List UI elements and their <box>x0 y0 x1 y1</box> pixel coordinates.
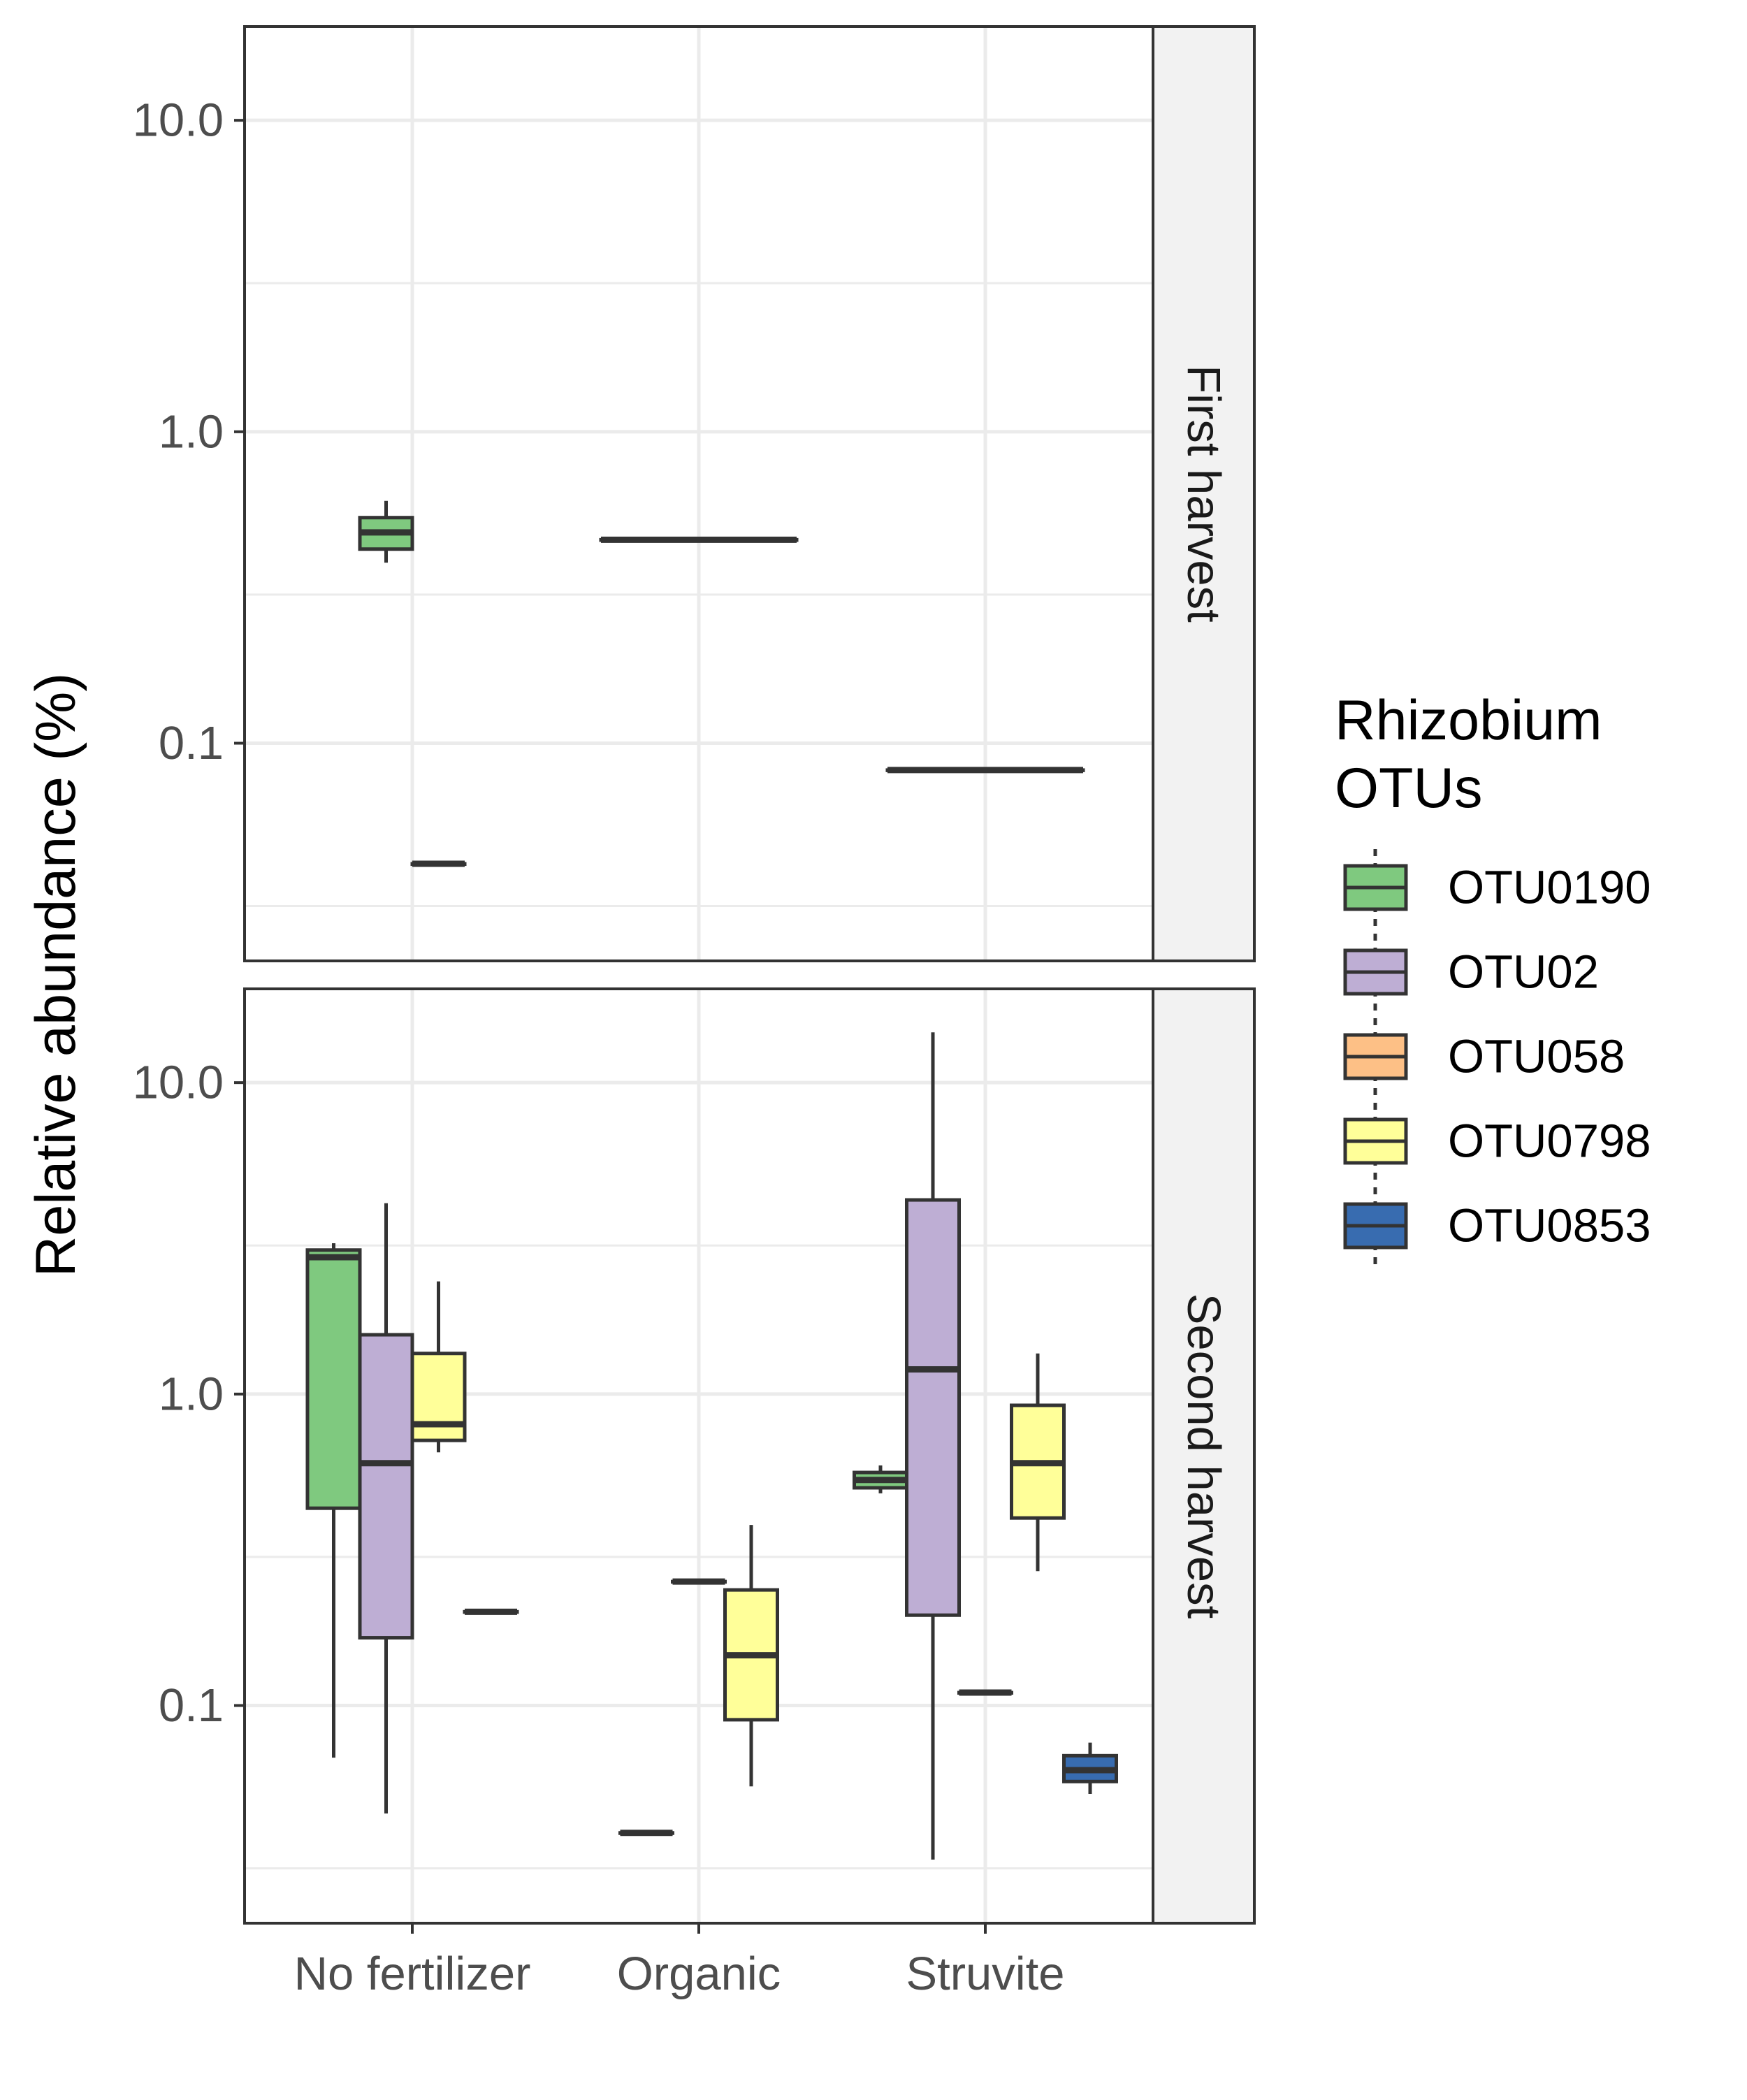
box-OTU0190 <box>885 767 1085 774</box>
x-tick-label: Organic <box>617 1948 781 2000</box>
legend-key-OTU0190 <box>1343 849 1408 926</box>
legend-label: OTU02 <box>1448 946 1599 999</box>
box-OTU0798 <box>410 1281 467 1453</box>
legend-key-OTU058 <box>1343 1018 1408 1095</box>
legend-title: OTUs <box>1335 757 1482 820</box>
box-OTU0853 <box>1062 1742 1118 1795</box>
box-OTU02 <box>358 1203 414 1814</box>
legend-key-OTU02 <box>1343 934 1408 1011</box>
legend-label: OTU0190 <box>1448 862 1651 914</box>
strip-background <box>1152 987 1256 1925</box>
box-OTU0798 <box>1010 1353 1066 1572</box>
y-tick-label: 10.0 <box>133 1057 224 1109</box>
box-OTU0190 <box>358 500 414 563</box>
legend-label: OTU0853 <box>1448 1200 1651 1252</box>
legend-title: Rhizobium <box>1335 689 1602 752</box>
legend-key-OTU0853 <box>1343 1187 1408 1264</box>
x-tick-label: Struvite <box>906 1948 1064 2000</box>
box-body <box>358 1333 414 1640</box>
legend-key-OTU0798 <box>1343 1103 1408 1180</box>
x-tick-label: No fertilizer <box>294 1948 531 2000</box>
y-tick-label: 1.0 <box>159 405 224 458</box>
y-tick-label: 0.1 <box>159 1679 224 1732</box>
legend-label: OTU058 <box>1448 1031 1625 1083</box>
y-axis-title: Relative abundance (%) <box>24 673 87 1277</box>
box-OTU02 <box>905 1032 961 1860</box>
strip-background <box>1152 25 1256 962</box>
legend-label: OTU0798 <box>1448 1115 1651 1168</box>
strip-label: Second harvest <box>1177 1294 1230 1619</box>
box-body <box>905 1198 961 1617</box>
panel-1: Second harvest 0.1 1.0 10.0 <box>133 987 1256 1925</box>
y-tick-label: 0.1 <box>159 717 224 769</box>
y-tick-label: 10.0 <box>133 94 224 147</box>
box-body <box>305 1248 362 1510</box>
box-OTU0190 <box>305 1243 362 1758</box>
box-OTU02 <box>671 1578 727 1585</box>
strip-label: First harvest <box>1177 365 1230 623</box>
y-tick-label: 1.0 <box>159 1368 224 1420</box>
box-OTU0190 <box>618 1830 674 1837</box>
panel-0: First harvest 0.1 1.0 10.0 <box>133 25 1256 962</box>
box-OTU0798 <box>723 1525 779 1787</box>
